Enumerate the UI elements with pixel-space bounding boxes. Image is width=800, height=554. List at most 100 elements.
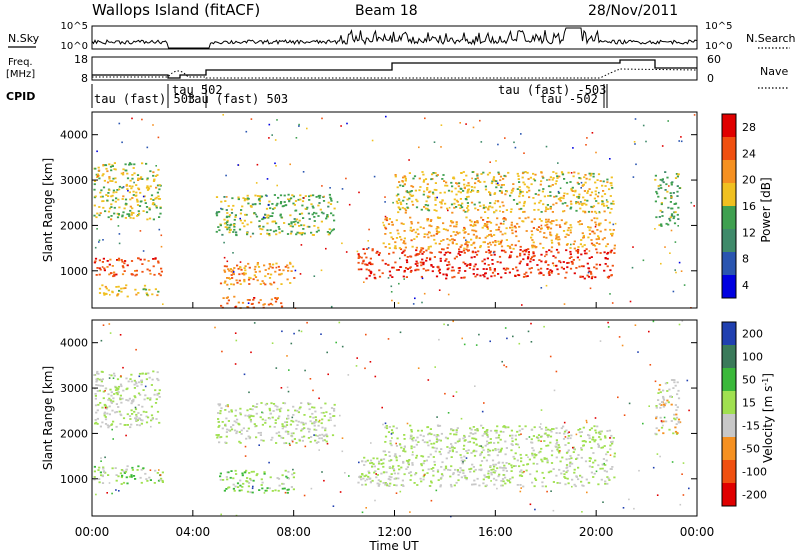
data-cell-0-8 bbox=[422, 193, 425, 196]
data-cell-0-6 bbox=[490, 254, 493, 256]
speckle-cell-0 bbox=[341, 188, 344, 190]
speckle-cell-1 bbox=[108, 482, 111, 484]
data-cell-0-0 bbox=[135, 191, 138, 194]
data-cell-1-3 bbox=[290, 486, 293, 488]
data-cell-1-2 bbox=[261, 423, 264, 426]
data-cell-0-7 bbox=[588, 229, 591, 232]
data-cell-0-7 bbox=[382, 242, 385, 245]
data-cell-0-4 bbox=[244, 265, 247, 268]
speckle-cell-1 bbox=[621, 344, 624, 347]
data-cell-1-5 bbox=[385, 425, 388, 427]
data-cell-0-6 bbox=[610, 274, 613, 277]
data-cell-0-8 bbox=[584, 181, 587, 184]
data-cell-1-4 bbox=[571, 478, 574, 481]
data-cell-0-8 bbox=[489, 202, 492, 204]
data-cell-0-6 bbox=[575, 249, 578, 252]
cpid-text-1: tau 502 bbox=[172, 83, 223, 97]
data-cell-0-0 bbox=[134, 195, 137, 197]
data-cell-1-3 bbox=[246, 490, 250, 493]
data-cell-0-6 bbox=[416, 264, 419, 267]
data-cell-1-0 bbox=[126, 387, 129, 390]
data-cell-1-4 bbox=[420, 464, 423, 467]
data-cell-1-4 bbox=[504, 476, 507, 479]
speckle-cell-1 bbox=[355, 365, 358, 367]
data-cell-1-0 bbox=[95, 411, 98, 414]
data-cell-1-0 bbox=[133, 410, 136, 413]
speckle-cell-1 bbox=[581, 511, 583, 513]
data-cell-0-7 bbox=[465, 216, 468, 219]
data-cell-1-3 bbox=[234, 469, 237, 472]
data-cell-1-4 bbox=[409, 471, 412, 473]
data-cell-0-8 bbox=[566, 204, 569, 207]
data-cell-0-8 bbox=[522, 211, 525, 213]
data-cell-0-3 bbox=[246, 223, 249, 226]
data-cell-0-3 bbox=[226, 212, 229, 214]
data-cell-0-8 bbox=[539, 199, 542, 202]
data-cell-0-0 bbox=[99, 191, 102, 194]
speckle-cell-1 bbox=[275, 367, 278, 369]
data-cell-1-5 bbox=[584, 440, 587, 443]
data-cell-1-4 bbox=[409, 479, 412, 481]
data-cell-0-8 bbox=[608, 188, 611, 191]
data-cell-1-5 bbox=[599, 433, 602, 435]
data-cell-1-0 bbox=[130, 409, 133, 412]
data-cell-0-0 bbox=[158, 198, 161, 200]
data-cell-0-8 bbox=[521, 190, 524, 193]
data-cell-0-0 bbox=[124, 198, 128, 201]
speckle-cell-1 bbox=[656, 453, 659, 455]
data-cell-1-2 bbox=[224, 424, 227, 427]
data-cell-0-7 bbox=[417, 233, 420, 235]
data-cell-0-3 bbox=[244, 213, 247, 216]
data-cell-1-2 bbox=[217, 426, 220, 428]
data-cell-0-8 bbox=[556, 175, 559, 178]
data-cell-0-8 bbox=[467, 209, 470, 211]
data-cell-0-0 bbox=[130, 213, 133, 216]
data-cell-0-0 bbox=[146, 177, 149, 180]
data-cell-0-6 bbox=[587, 267, 590, 270]
data-cell-1-5 bbox=[384, 454, 387, 456]
speckle-cell-0 bbox=[440, 146, 442, 148]
data-cell-1-4 bbox=[501, 467, 504, 469]
speckle-cell-1 bbox=[575, 433, 578, 436]
data-cell-0-6 bbox=[566, 262, 569, 264]
data-cell-0-8 bbox=[455, 193, 458, 196]
data-cell-1-5 bbox=[472, 450, 475, 453]
data-cell-1-2 bbox=[324, 434, 327, 437]
data-cell-0-3 bbox=[325, 217, 328, 220]
data-cell-0-7 bbox=[454, 234, 457, 236]
data-cell-0-4 bbox=[263, 264, 266, 267]
data-cell-0-7 bbox=[423, 233, 426, 236]
data-cell-0-0 bbox=[126, 188, 129, 190]
data-cell-1-6 bbox=[660, 421, 664, 424]
data-cell-0-6 bbox=[550, 250, 553, 253]
data-cell-0-0 bbox=[106, 170, 109, 173]
data-cell-1-4 bbox=[509, 478, 512, 480]
data-cell-0-5 bbox=[276, 297, 279, 299]
data-cell-0-8 bbox=[551, 178, 554, 181]
data-cell-1-1 bbox=[98, 481, 101, 484]
speckle-cell-0 bbox=[408, 159, 410, 161]
data-cell-0-8 bbox=[404, 179, 407, 182]
data-cell-1-4 bbox=[472, 466, 475, 468]
data-cell-0-0 bbox=[107, 210, 111, 213]
data-cell-0-3 bbox=[235, 231, 238, 234]
speckle-cell-1 bbox=[339, 414, 341, 417]
data-cell-1-4 bbox=[378, 460, 381, 463]
speckle-cell-0 bbox=[271, 303, 274, 306]
speckle-cell-0 bbox=[690, 201, 693, 204]
data-cell-1-4 bbox=[492, 463, 495, 466]
data-cell-1-4 bbox=[490, 468, 493, 471]
data-cell-1-4 bbox=[465, 477, 468, 479]
data-cell-0-7 bbox=[540, 227, 543, 230]
data-cell-1-2 bbox=[321, 426, 324, 429]
data-cell-0-8 bbox=[412, 177, 415, 180]
data-cell-1-2 bbox=[221, 421, 224, 423]
data-cell-1-2 bbox=[298, 439, 301, 442]
data-cell-0-7 bbox=[440, 240, 443, 242]
data-cell-0-4 bbox=[280, 283, 283, 285]
data-cell-0-7 bbox=[450, 220, 453, 222]
data-cell-1-3 bbox=[255, 474, 258, 477]
colorbar-tick-0-5: 8 bbox=[742, 253, 749, 266]
data-cell-0-6 bbox=[532, 255, 535, 258]
data-cell-1-5 bbox=[593, 425, 596, 428]
